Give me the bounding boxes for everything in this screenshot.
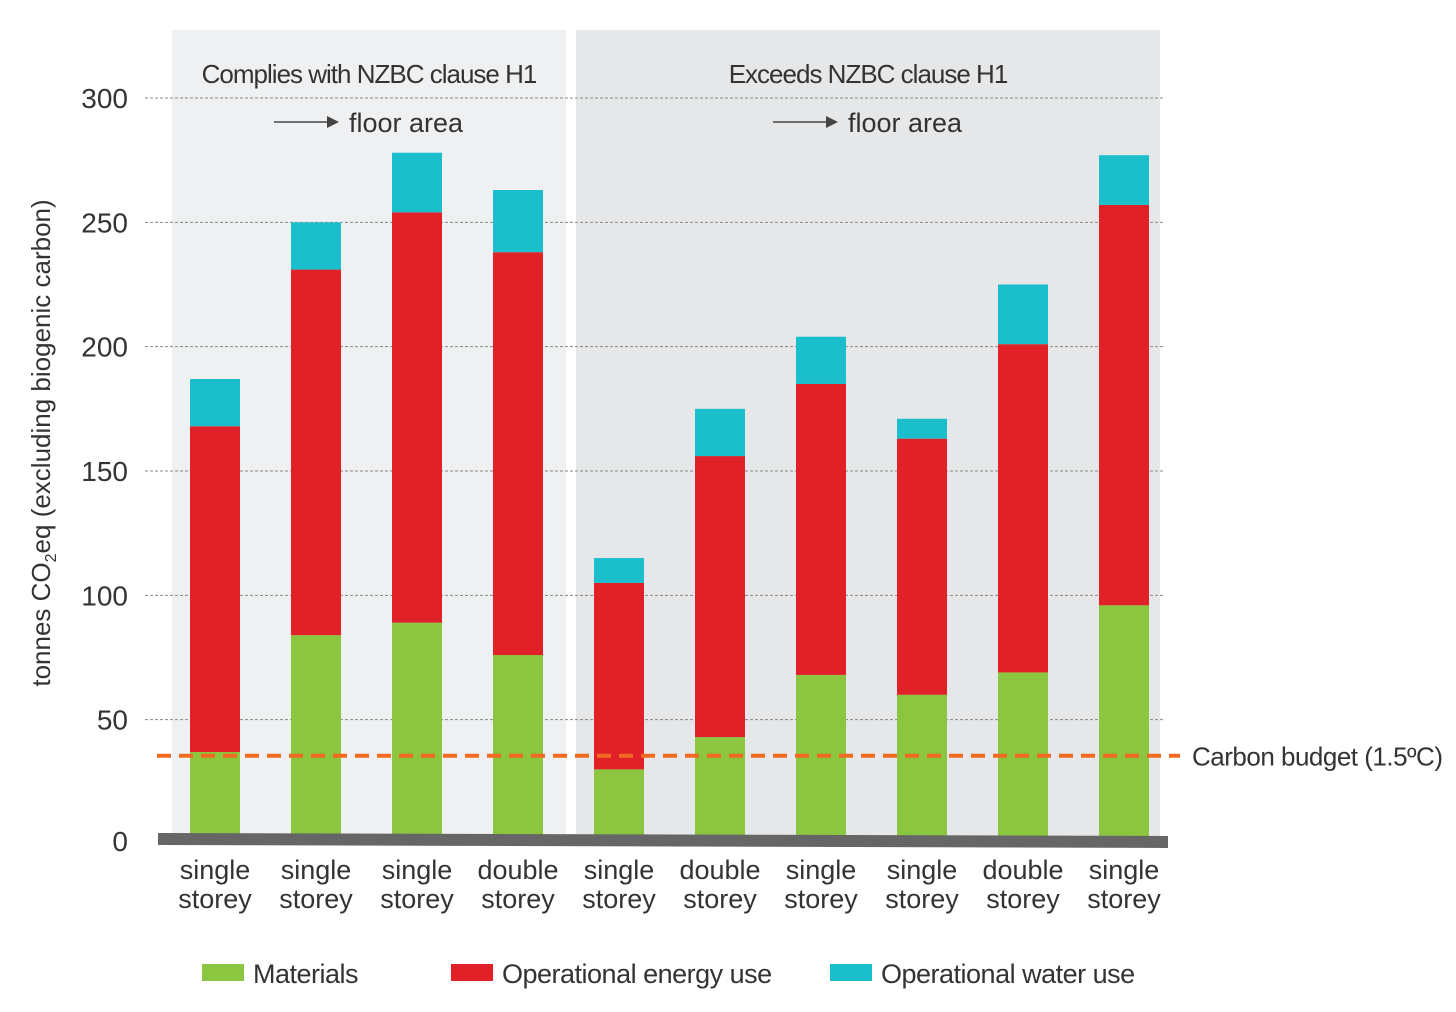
bar-materials: [1099, 605, 1149, 844]
bar-operational-water-use: [897, 418, 947, 439]
x-tick-label: double storey: [982, 855, 1063, 914]
bar-operational-energy-use: [493, 252, 543, 656]
bar-operational-energy-use: [998, 344, 1048, 673]
group-panel: [576, 30, 1160, 836]
y-tick-label: 100: [81, 580, 128, 611]
y-tick-label: 250: [81, 207, 128, 238]
x-tick-label: single storey: [380, 855, 454, 914]
bar-operational-energy-use: [695, 456, 745, 738]
arrow-icon: [327, 116, 339, 128]
bar-operational-water-use: [594, 558, 644, 583]
bar-operational-water-use: [695, 408, 745, 457]
group-title: Exceeds NZBC clause H1: [729, 59, 1008, 89]
group-title: Complies with NZBC clause H1: [202, 59, 537, 89]
carbon-budget-label: Carbon budget (1.5ºC): [1192, 742, 1442, 772]
bar-operational-energy-use: [291, 269, 341, 636]
bar-materials: [796, 674, 846, 844]
bar-operational-water-use: [493, 190, 543, 253]
x-tick-label: single storey: [178, 855, 252, 914]
x-tick-label: single storey: [582, 855, 656, 914]
x-tick-label: double storey: [679, 855, 760, 914]
legend-label: Operational energy use: [502, 959, 772, 989]
bar-materials: [392, 622, 442, 844]
bar-materials: [190, 751, 240, 844]
x-tick-label: single storey: [279, 855, 353, 914]
legend-label: Materials: [253, 959, 358, 989]
y-tick-label: 150: [81, 456, 128, 487]
bar-operational-water-use: [998, 284, 1048, 345]
bar-operational-energy-use: [897, 438, 947, 695]
bar-operational-water-use: [291, 222, 341, 270]
arrow-icon: [826, 116, 838, 128]
y-tick-label: 0: [112, 826, 128, 857]
x-axis-baseline: [158, 833, 1168, 848]
bar-materials: [695, 737, 745, 844]
bar-materials: [493, 655, 543, 844]
floor-area-label: floor area: [349, 108, 464, 138]
bar-operational-water-use: [392, 152, 442, 213]
y-tick-label: 200: [81, 332, 128, 363]
bar-operational-energy-use: [190, 426, 240, 752]
x-tick-label: single storey: [885, 855, 959, 914]
legend-swatch: [202, 964, 244, 981]
bar-materials: [594, 769, 644, 844]
legend-swatch: [830, 964, 872, 981]
y-axis-label: tonnes CO2eq (excluding biogenic carbon): [26, 199, 60, 686]
y-tick-label: 50: [97, 705, 128, 736]
bar-operational-energy-use: [392, 212, 442, 623]
x-tick-label: double storey: [477, 855, 558, 914]
bar-operational-energy-use: [594, 582, 644, 770]
bar-materials: [291, 635, 341, 844]
floor-area-label: floor area: [848, 108, 963, 138]
bar-materials: [897, 694, 947, 844]
bar-operational-water-use: [1099, 155, 1149, 205]
legend-swatch: [451, 964, 493, 981]
x-tick-label: single storey: [1087, 855, 1161, 914]
bar-materials: [998, 672, 1048, 844]
bar-operational-water-use: [190, 378, 240, 427]
bar-operational-energy-use: [796, 383, 846, 675]
bar-operational-energy-use: [1099, 204, 1149, 606]
legend-label: Operational water use: [881, 959, 1135, 989]
y-tick-label: 300: [81, 83, 128, 114]
x-tick-label: single storey: [784, 855, 858, 914]
bar-operational-water-use: [796, 336, 846, 384]
